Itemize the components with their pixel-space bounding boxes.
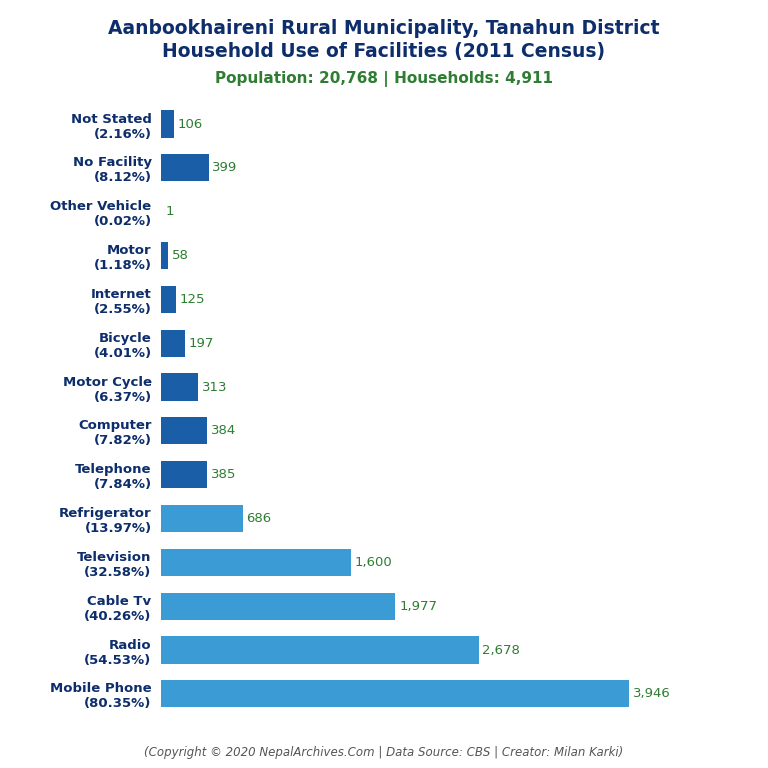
Text: 399: 399 (212, 161, 237, 174)
Text: 686: 686 (247, 512, 271, 525)
Text: (Copyright © 2020 NepalArchives.Com | Data Source: CBS | Creator: Milan Karki): (Copyright © 2020 NepalArchives.Com | Da… (144, 746, 624, 759)
Text: 1,600: 1,600 (355, 556, 392, 569)
Text: 197: 197 (188, 336, 214, 349)
Text: 1: 1 (165, 205, 174, 218)
Bar (161, 329, 184, 357)
Bar (161, 637, 478, 664)
Text: 313: 313 (202, 381, 227, 393)
Bar (161, 154, 209, 181)
Text: 384: 384 (210, 425, 236, 437)
Text: 3,946: 3,946 (633, 687, 670, 700)
Bar (161, 505, 243, 532)
Text: 385: 385 (210, 468, 236, 482)
Bar (161, 111, 174, 137)
Text: 58: 58 (172, 249, 189, 262)
Text: Household Use of Facilities (2011 Census): Household Use of Facilities (2011 Census… (163, 42, 605, 61)
Bar (161, 373, 198, 401)
Text: Population: 20,768 | Households: 4,911: Population: 20,768 | Households: 4,911 (215, 71, 553, 87)
Bar (161, 680, 629, 707)
Bar (161, 593, 396, 620)
Text: 125: 125 (180, 293, 205, 306)
Text: 1,977: 1,977 (399, 600, 437, 613)
Bar (161, 286, 176, 313)
Bar (161, 417, 207, 445)
Text: Aanbookhaireni Rural Municipality, Tanahun District: Aanbookhaireni Rural Municipality, Tanah… (108, 19, 660, 38)
Text: 2,678: 2,678 (482, 644, 520, 657)
Bar (161, 461, 207, 488)
Bar (161, 242, 168, 269)
Text: 106: 106 (177, 118, 203, 131)
Bar (161, 549, 351, 576)
